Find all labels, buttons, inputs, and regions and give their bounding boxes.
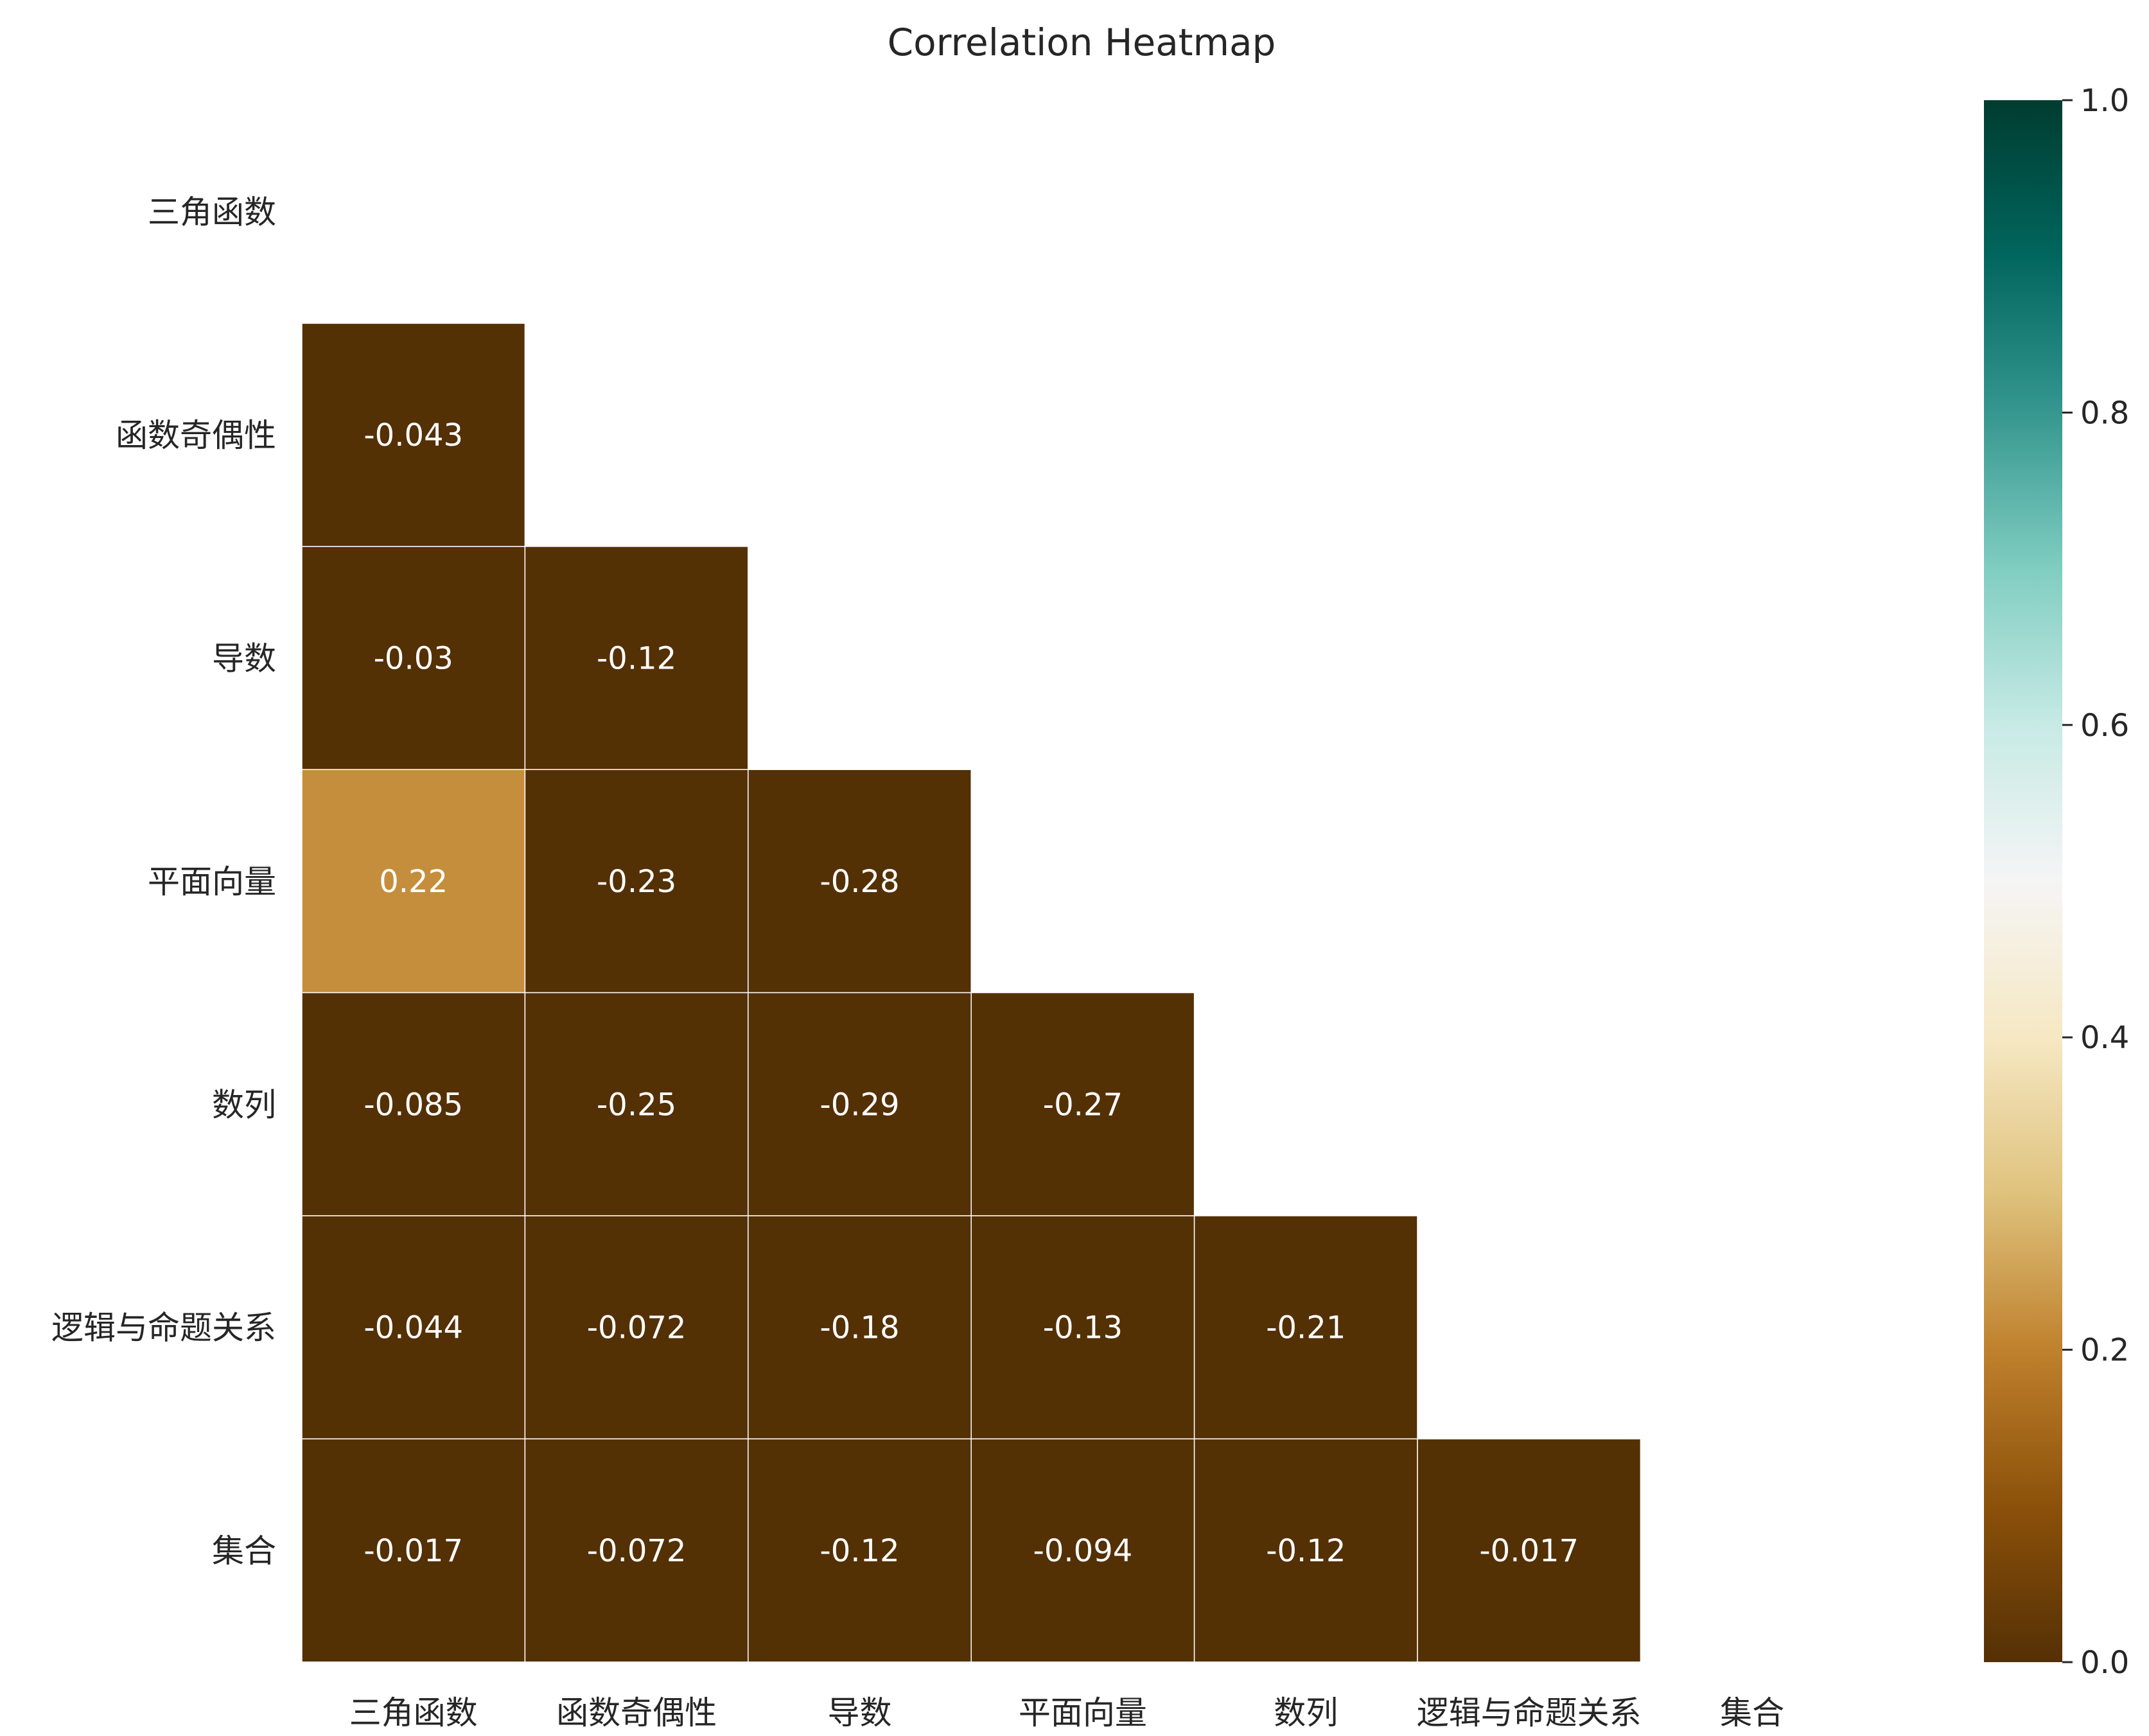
- cell-value-label: -0.27: [1043, 1087, 1123, 1123]
- y-tick-label: 导数: [212, 640, 276, 678]
- colorbar-tick-label: 0.6: [2080, 708, 2129, 744]
- heatmap-cell: [301, 546, 526, 770]
- heatmap-cell: [524, 546, 749, 770]
- cell-value-label: -0.017: [1479, 1533, 1579, 1569]
- cell-value-label: -0.12: [820, 1533, 899, 1569]
- colorbar-ticks: 0.0 0.2 0.4 0.6 0.8 1.0: [2062, 83, 2129, 1681]
- cell-value-label: -0.25: [597, 1087, 676, 1123]
- heatmap-cell: [1417, 1438, 1642, 1663]
- x-tick-label: 数列: [1274, 1694, 1338, 1732]
- colorbar-gradient: [1984, 100, 2062, 1662]
- cell-value-label: -0.044: [364, 1310, 463, 1346]
- x-tick-label: 导数: [828, 1694, 892, 1732]
- heatmap-cell: [524, 769, 749, 994]
- heatmap-cell: [524, 1438, 749, 1663]
- cell-value-label: -0.072: [587, 1533, 687, 1569]
- heatmap-cell: [1193, 1438, 1418, 1663]
- cell-value-label: -0.085: [364, 1087, 463, 1123]
- cell-value-label: -0.23: [597, 864, 676, 900]
- colorbar-tick-label: 0.0: [2080, 1645, 2129, 1681]
- y-tick-label: 三角函数: [148, 194, 276, 231]
- heatmap-cell: [748, 1215, 972, 1440]
- cell-value-label: -0.13: [1043, 1310, 1123, 1346]
- y-tick-label: 数列: [212, 1086, 276, 1123]
- y-tick-label: 集合: [212, 1532, 276, 1570]
- x-tick-label: 集合: [1720, 1694, 1784, 1732]
- cell-value-label: -0.29: [820, 1087, 899, 1123]
- colorbar-tick-label: 0.2: [2080, 1333, 2129, 1369]
- cell-value-label: -0.043: [364, 417, 463, 453]
- heatmap-cell: [301, 992, 526, 1216]
- x-tick-label: 平面向量: [1019, 1694, 1147, 1732]
- cell-value-label: -0.094: [1033, 1533, 1133, 1569]
- heatmap-cell: [970, 992, 1195, 1216]
- cell-value-label: -0.21: [1266, 1310, 1346, 1346]
- heatmap-cell: [748, 769, 972, 994]
- cell-value-label: -0.03: [374, 641, 453, 677]
- cell-value-label: -0.072: [587, 1310, 687, 1346]
- colorbar: 0.0 0.2 0.4 0.6 0.8 1.0: [1984, 83, 2129, 1681]
- cell-value-label: -0.12: [597, 641, 676, 677]
- cell-value-label: -0.18: [820, 1310, 899, 1346]
- x-tick-labels: 三角函数 函数奇偶性 导数 平面向量 数列 逻辑与命题关系 集合: [349, 1694, 1784, 1732]
- cell-value-label: -0.28: [820, 864, 899, 900]
- colorbar-tick-label: 0.4: [2080, 1020, 2129, 1056]
- y-tick-label: 平面向量: [148, 863, 276, 900]
- chart-title: Correlation Heatmap: [888, 21, 1276, 64]
- heatmap-cell: [301, 322, 526, 547]
- y-tick-label: 逻辑与命题关系: [51, 1310, 276, 1347]
- heatmap-cell: [524, 992, 749, 1216]
- x-tick-label: 三角函数: [349, 1694, 478, 1732]
- cell-value-label: -0.12: [1266, 1533, 1346, 1569]
- x-tick-label: 函数奇偶性: [556, 1694, 717, 1732]
- heatmap-cell: [748, 1438, 972, 1663]
- heatmap-cell: [524, 1215, 749, 1440]
- y-tick-label: 函数奇偶性: [116, 417, 276, 454]
- cell-value-label: -0.017: [364, 1533, 463, 1569]
- heatmap-cells: -0.043 -0.03 -0.12 0.22 -0.23 -0.28 -0.085 -0.2…: [301, 322, 1642, 1663]
- heatmap-cell: [301, 1438, 526, 1663]
- colorbar-tick-label: 0.8: [2080, 395, 2129, 431]
- heatmap-cell: [301, 769, 526, 994]
- heatmap-cell: [1193, 1215, 1418, 1440]
- colorbar-tick-label: 1.0: [2080, 83, 2129, 119]
- x-tick-label: 逻辑与命题关系: [1417, 1694, 1642, 1732]
- heatmap-cell: [970, 1215, 1195, 1440]
- cell-value-label: 0.22: [379, 864, 448, 900]
- heatmap-cell: [970, 1438, 1195, 1663]
